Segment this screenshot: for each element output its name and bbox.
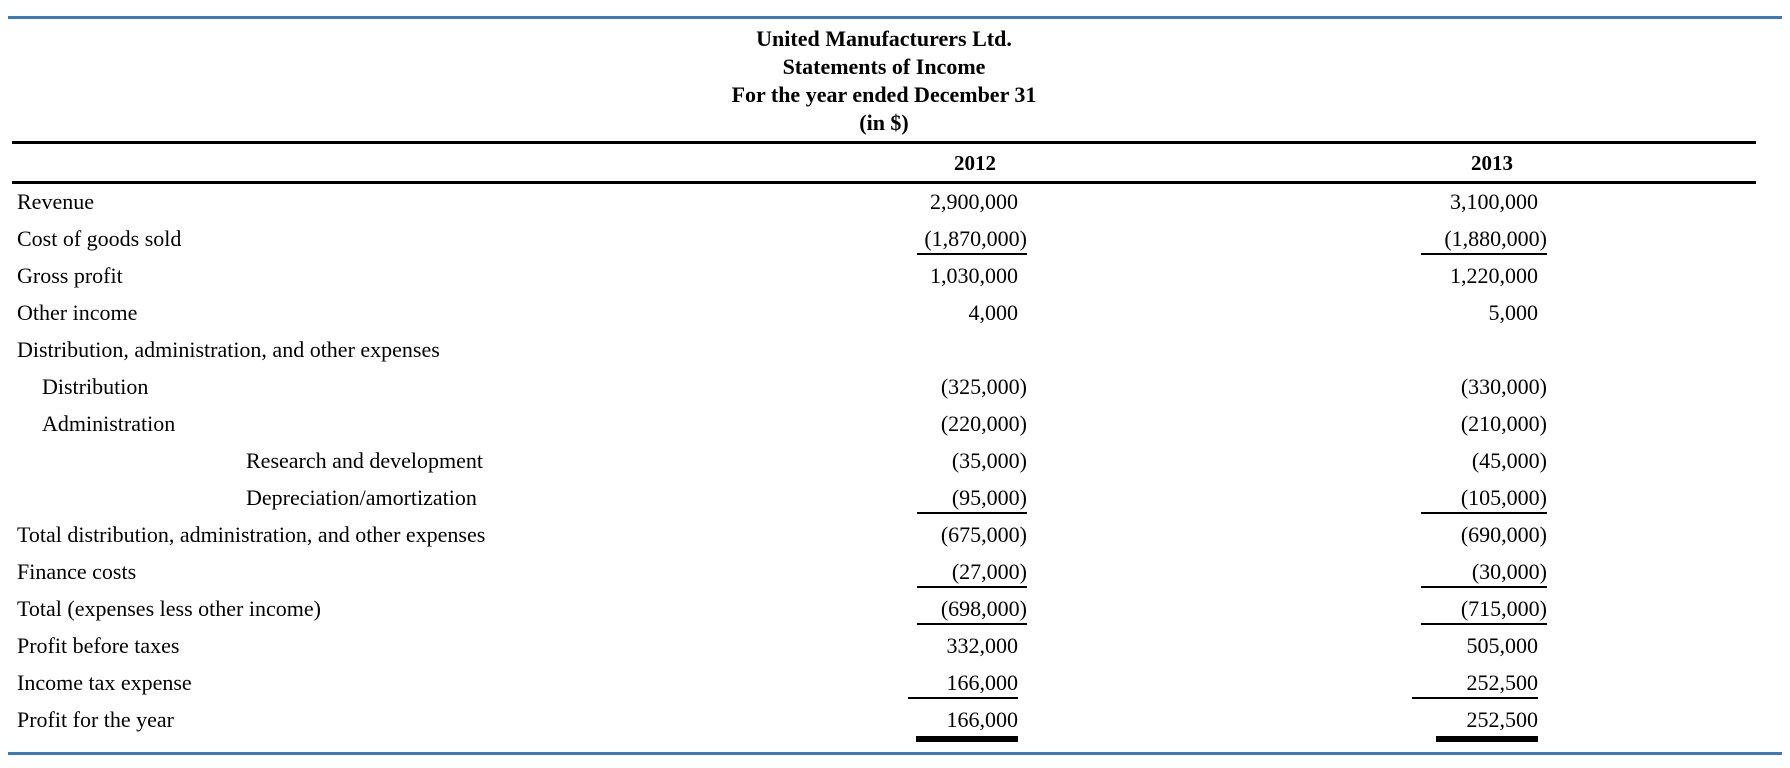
value-2012: (27,000) xyxy=(700,559,1027,588)
underlined-value: (30,000) xyxy=(1421,559,1547,588)
column-header-2013: 2013 xyxy=(1471,151,1513,175)
row-label: Gross profit xyxy=(17,263,123,288)
table-row-other-income: Other income 4,000 5,000 xyxy=(0,295,1790,332)
value-2012: 2,900,000 xyxy=(930,189,1018,214)
table-row-profit-for-the-year: Profit for the year 166,000 252,500 xyxy=(0,702,1790,742)
top-accent-rule xyxy=(8,16,1782,19)
table-row-depreciation-amortization: Depreciation/amortization (95,000) (105,… xyxy=(0,480,1790,517)
underlined-value: (698,000) xyxy=(917,596,1027,625)
row-label: Finance costs xyxy=(17,559,137,584)
bottom-accent-rule xyxy=(8,752,1782,755)
table-row-profit-before-taxes: Profit before taxes 332,000 505,000 xyxy=(0,628,1790,665)
table-row-expenses-section-header: Distribution, administration, and other … xyxy=(0,332,1790,369)
value-2012: (675,000) xyxy=(940,522,1027,547)
underlined-value: (715,000) xyxy=(1421,596,1547,625)
header-top-rule xyxy=(12,141,1756,144)
value-2012: 332,000 xyxy=(946,633,1019,658)
period-line: For the year ended December 31 xyxy=(731,82,1037,107)
value-2012: (220,000) xyxy=(940,411,1027,436)
value-2012: (1,870,000) xyxy=(700,226,1027,255)
row-label: Total (expenses less other income) xyxy=(17,596,321,621)
underlined-value: (105,000) xyxy=(1421,485,1547,514)
table-row-total-expenses-less-other-income: Total (expenses less other income) (698,… xyxy=(0,591,1790,628)
value-2013: (330,000) xyxy=(1460,374,1547,399)
value-2013: 3,100,000 xyxy=(1450,189,1538,214)
row-label: Administration xyxy=(42,411,176,436)
row-label: Distribution, administration, and other … xyxy=(17,337,440,362)
statement-rows: Revenue 2,900,000 3,100,000 Cost of good… xyxy=(0,184,1790,742)
row-label: Profit before taxes xyxy=(17,633,180,658)
underlined-value: (1,870,000) xyxy=(917,226,1027,255)
table-row-total-expenses: Total distribution, administration, and … xyxy=(0,517,1790,554)
value-2013: 252,500 xyxy=(1220,670,1547,699)
value-2012: 4,000 xyxy=(968,300,1019,325)
value-2013: (210,000) xyxy=(1460,411,1547,436)
table-row-gross-profit: Gross profit 1,030,000 1,220,000 xyxy=(0,258,1790,295)
table-row-distribution: Distribution (325,000) (330,000) xyxy=(0,369,1790,406)
value-2012: (95,000) xyxy=(700,485,1027,514)
value-2013: (105,000) xyxy=(1220,485,1547,514)
table-row-revenue: Revenue 2,900,000 3,100,000 xyxy=(0,184,1790,221)
row-label: Distribution xyxy=(42,374,149,399)
value-2013: 5,000 xyxy=(1488,300,1539,325)
value-2012: 1,030,000 xyxy=(930,263,1018,288)
header-bottom-rule xyxy=(12,181,1756,184)
value-2012: (35,000) xyxy=(951,448,1027,473)
underlined-value: 166,000 xyxy=(908,670,1018,699)
value-2012: 166,000 xyxy=(700,670,1027,699)
value-2013: (1,880,000) xyxy=(1220,226,1547,255)
underlined-value: 252,500 xyxy=(1412,670,1538,699)
table-row-cost-of-goods-sold: Cost of goods sold (1,870,000) (1,880,00… xyxy=(0,221,1790,258)
double-underlined-value: 166,000 xyxy=(916,707,1018,742)
table-row-research-and-development: Research and development (35,000) (45,00… xyxy=(0,443,1790,480)
value-2012: (698,000) xyxy=(700,596,1027,625)
row-label: Other income xyxy=(17,300,138,325)
value-2013: (690,000) xyxy=(1460,522,1547,547)
row-label: Income tax expense xyxy=(17,670,192,695)
value-2012: (325,000) xyxy=(940,374,1027,399)
value-2013: (45,000) xyxy=(1471,448,1547,473)
company-name: United Manufacturers Ltd. xyxy=(756,26,1012,51)
statement-title: Statements of Income xyxy=(782,54,986,79)
column-header-row: 2012 2013 xyxy=(0,146,1790,181)
underlined-value: (1,880,000) xyxy=(1421,226,1547,255)
table-row-administration: Administration (220,000) (210,000) xyxy=(0,406,1790,443)
row-label: Total distribution, administration, and … xyxy=(17,522,486,547)
row-label: Depreciation/amortization xyxy=(246,485,477,510)
value-2013: 505,000 xyxy=(1466,633,1539,658)
value-2013: (30,000) xyxy=(1220,559,1547,588)
value-2013: 1,220,000 xyxy=(1450,263,1538,288)
table-row-finance-costs: Finance costs (27,000) (30,000) xyxy=(0,554,1790,591)
value-2013: (715,000) xyxy=(1220,596,1547,625)
underlined-value: (95,000) xyxy=(917,485,1027,514)
row-label: Profit for the year xyxy=(17,707,174,732)
row-label: Revenue xyxy=(17,189,94,214)
double-underlined-value: 252,500 xyxy=(1436,707,1538,742)
row-label: Cost of goods sold xyxy=(17,226,182,251)
statement-header: United Manufacturers Ltd. Statements of … xyxy=(12,25,1756,137)
table-row-income-tax-expense: Income tax expense 166,000 252,500 xyxy=(0,665,1790,702)
value-2012: 166,000 xyxy=(700,707,1027,742)
column-header-2012: 2012 xyxy=(954,151,996,175)
currency-note: (in $) xyxy=(859,110,909,135)
value-2013: 252,500 xyxy=(1220,707,1547,742)
row-label: Research and development xyxy=(246,448,484,473)
underlined-value: (27,000) xyxy=(917,559,1027,588)
